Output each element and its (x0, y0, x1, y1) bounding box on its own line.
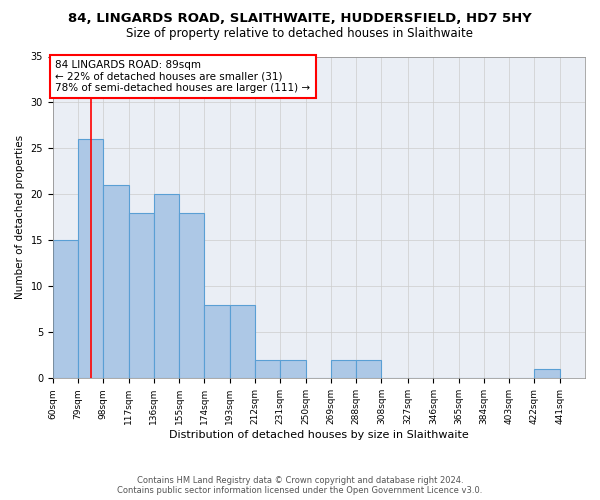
Bar (179, 213, 205, 378)
X-axis label: Distribution of detached houses by size in Slaithwaite: Distribution of detached houses by size … (169, 430, 469, 440)
Text: Contains HM Land Registry data © Crown copyright and database right 2024.
Contai: Contains HM Land Registry data © Crown c… (118, 476, 482, 495)
Text: 84, LINGARDS ROAD, SLAITHWAITE, HUDDERSFIELD, HD7 5HY: 84, LINGARDS ROAD, SLAITHWAITE, HUDDERSF… (68, 12, 532, 26)
Bar (53, 240, 78, 378)
Bar (103, 185, 128, 378)
Text: Size of property relative to detached houses in Slaithwaite: Size of property relative to detached ho… (127, 28, 473, 40)
Bar (255, 360, 280, 378)
Bar (128, 213, 154, 378)
Bar (230, 305, 255, 378)
Bar (280, 360, 305, 378)
Bar (535, 369, 560, 378)
Bar (154, 194, 179, 378)
Text: 84 LINGARDS ROAD: 89sqm
← 22% of detached houses are smaller (31)
78% of semi-de: 84 LINGARDS ROAD: 89sqm ← 22% of detache… (55, 60, 311, 93)
Y-axis label: Number of detached properties: Number of detached properties (15, 136, 25, 300)
Bar (331, 360, 356, 378)
Bar (205, 305, 230, 378)
Bar (78, 140, 103, 378)
Bar (356, 360, 382, 378)
